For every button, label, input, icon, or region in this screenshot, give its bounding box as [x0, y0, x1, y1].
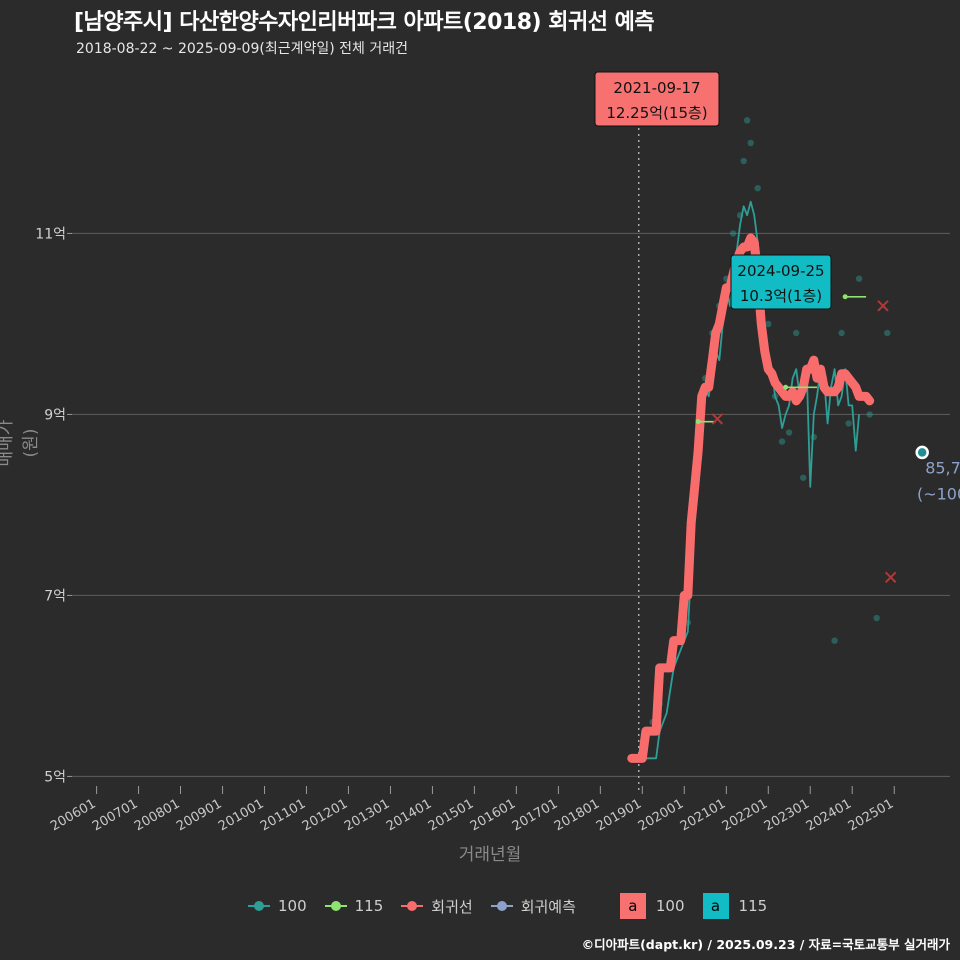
x-tick-label: 201201	[300, 796, 350, 834]
x-tick-label: 201101	[258, 796, 308, 834]
x-tick-label: 201401	[384, 796, 434, 834]
x-tick-label: 202001	[636, 796, 686, 834]
legend-label-regression: 회귀선	[431, 897, 473, 916]
chart-title: [남양주시] 다산한양수자인리버파크 아파트(2018) 회귀선 예측	[74, 10, 655, 35]
annotation-box	[730, 254, 832, 310]
cancel-mark	[877, 300, 889, 312]
annotation-date: 2021-09-17	[613, 79, 700, 97]
dot-line-icon	[248, 899, 270, 913]
annotation-value: 10.3억(1층)	[740, 287, 822, 305]
legend-box-letter: a	[619, 893, 646, 919]
data-point	[740, 157, 747, 165]
annotation-date: 2024-09-25	[737, 262, 824, 280]
legend-box-label: 115	[738, 897, 768, 915]
legend-label-100: 100	[278, 897, 307, 915]
data-point	[729, 230, 737, 237]
x-tick-label: 201701	[510, 796, 560, 834]
x-tick-label: 200801	[132, 796, 182, 834]
data-point	[873, 614, 880, 622]
annotation-value: 12.25억(15층)	[606, 104, 707, 122]
data-point-115	[842, 294, 848, 300]
x-tick-label: 202101	[678, 796, 728, 834]
data-point	[866, 411, 873, 418]
legend-item-forecast: 회귀예측	[490, 896, 576, 917]
legend-label-115: 115	[354, 897, 384, 915]
y-tick-label: 11억	[35, 226, 66, 242]
data-point	[838, 329, 845, 337]
legend-box-label: 100	[655, 897, 685, 915]
data-point	[845, 420, 852, 427]
x-tick-label: 201001	[216, 796, 266, 834]
data-point-115	[695, 419, 701, 425]
dot-line-icon	[324, 899, 347, 913]
data-point	[743, 117, 751, 124]
legend-label-forecast: 회귀예측	[520, 897, 576, 916]
data-point	[855, 275, 863, 282]
x-axis-label: 거래년월	[458, 845, 522, 865]
legend-box-letter: a	[702, 893, 729, 919]
chart-caption: ©디아파트(dapt.kr) / 2025.09.23 / 자료=국토교통부 실…	[581, 937, 950, 952]
x-tick-label: 202401	[804, 796, 854, 834]
data-point	[754, 184, 761, 192]
chart-legend: 100 115 회귀선 회귀예측 a 100 a 115	[248, 892, 785, 920]
data-point	[884, 329, 891, 337]
data-point	[793, 329, 800, 337]
dot-line-icon	[490, 899, 513, 913]
x-tick-label: 201901	[594, 796, 644, 834]
x-tick-label: 201301	[342, 796, 392, 834]
forecast-point	[915, 445, 929, 460]
x-tick-label: 201501	[426, 796, 476, 834]
data-point	[778, 438, 786, 445]
x-tick-label: 201601	[468, 796, 518, 834]
legend-item-115: 115	[324, 897, 384, 915]
data-point-115	[783, 384, 789, 390]
cancel-mark	[711, 413, 724, 425]
x-tick-label: 200601	[48, 796, 98, 834]
annotation-box	[594, 71, 720, 127]
x-tick-label: 201801	[552, 796, 602, 834]
legend-box-100: a 100	[619, 893, 685, 919]
x-tick-label: 202501	[846, 796, 896, 834]
x-tick-label: 202301	[762, 796, 812, 834]
dot-line-icon	[401, 899, 424, 913]
legend-box-115: a 115	[702, 893, 768, 919]
y-tick-label: 7억	[44, 588, 66, 604]
y-tick-label: 5억	[44, 769, 66, 785]
forecast-value-label: 85,767	[925, 458, 960, 477]
data-point	[765, 320, 772, 328]
data-point	[810, 433, 818, 441]
y-tick-label: 9억	[44, 407, 66, 423]
cancel-mark	[884, 571, 897, 584]
forecast-area-label: (~100㎡)	[917, 484, 960, 503]
x-tick-label: 200901	[174, 796, 224, 834]
x-tick-label: 202201	[720, 796, 770, 834]
chart-subtitle: 2018-08-22 ~ 2025-09-09(최근계약일) 전체 거래건	[76, 41, 408, 57]
data-point	[831, 637, 838, 644]
legend-item-regression: 회귀선	[401, 896, 473, 917]
legend-item-100: 100	[248, 897, 307, 915]
regression-line	[627, 233, 875, 763]
data-point	[785, 429, 793, 436]
x-tick-label: 200701	[90, 796, 140, 834]
data-point	[747, 139, 754, 147]
data-point	[800, 474, 807, 481]
